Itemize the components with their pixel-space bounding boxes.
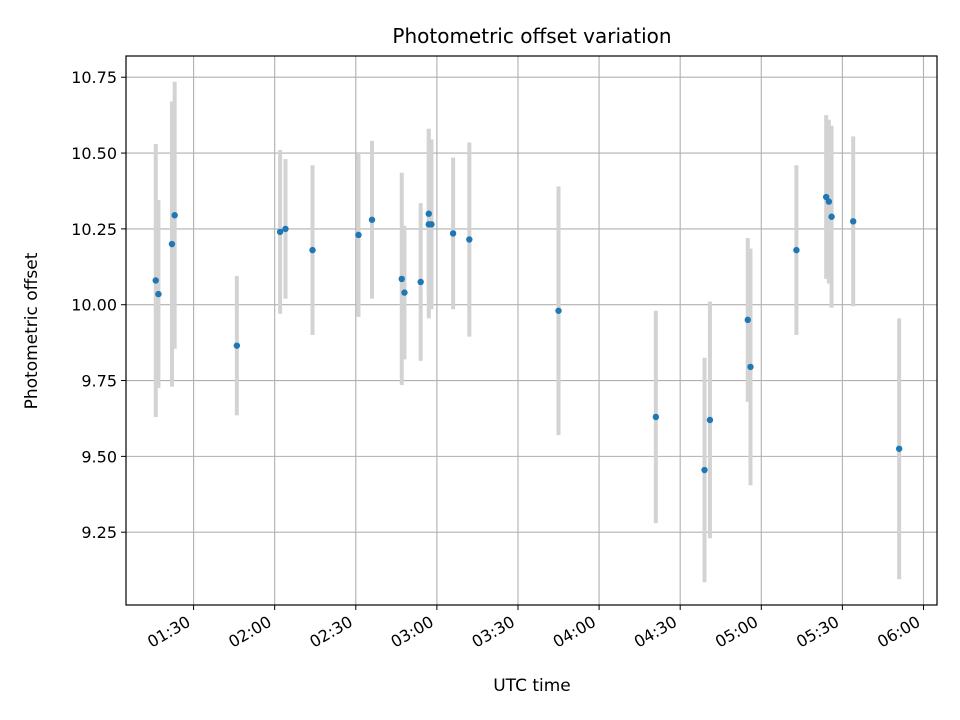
data-point	[401, 289, 408, 296]
data-point	[155, 290, 162, 298]
data-point	[309, 246, 316, 254]
chart-title: Photometric offset variation	[392, 24, 671, 48]
x-tick-label: 03:00	[387, 612, 436, 652]
data-point	[171, 212, 178, 219]
data-point	[152, 277, 159, 284]
y-tick-label: 10.75	[71, 68, 117, 87]
x-tick-label: 04:30	[631, 612, 680, 652]
y-tick-label: 10.00	[71, 296, 117, 315]
y-axis: 9.25 9.50 9.75 10.00 10.25 10.50 10.75	[71, 68, 126, 542]
data-point	[849, 218, 857, 225]
data-point	[555, 307, 562, 314]
data-points	[152, 193, 903, 474]
data-point	[233, 342, 241, 349]
y-tick-label: 9.50	[81, 447, 117, 466]
x-tick-label: 05:30	[793, 612, 842, 652]
x-tick-label: 03:30	[469, 612, 518, 652]
data-point	[368, 216, 376, 223]
data-point	[449, 230, 457, 237]
data-point	[428, 221, 435, 228]
data-point	[793, 246, 800, 254]
data-point	[825, 198, 833, 205]
grid	[126, 56, 937, 605]
data-point	[417, 278, 424, 286]
x-tick-label: 02:30	[306, 612, 355, 652]
error-bars	[153, 81, 902, 583]
x-axis-title: UTC time	[493, 676, 571, 696]
data-point	[168, 240, 176, 248]
x-tick-label: 01:30	[144, 612, 193, 652]
data-point	[706, 416, 714, 424]
y-axis-title: Photometric offset	[22, 252, 42, 409]
y-tick-label: 9.25	[81, 523, 117, 542]
y-tick-label: 10.50	[71, 144, 117, 163]
data-point	[828, 213, 835, 220]
x-tick-label: 02:00	[225, 612, 274, 652]
data-point	[466, 236, 473, 243]
data-point	[398, 275, 405, 283]
data-point	[701, 466, 708, 474]
data-point	[744, 316, 751, 324]
data-point	[895, 445, 903, 452]
x-tick-label: 05:00	[712, 612, 761, 652]
plot-frame	[125, 55, 938, 606]
y-tick-label: 10.25	[71, 220, 117, 239]
data-point	[747, 363, 754, 371]
data-point	[652, 413, 660, 421]
data-point	[282, 225, 289, 233]
x-tick-label: 06:00	[874, 612, 923, 652]
data-point	[425, 210, 432, 217]
x-axis: 01:30 02:00 02:30 03:00 03:30 04:00 04:30 05:00…	[144, 605, 924, 652]
data-point	[355, 231, 362, 239]
data-point	[276, 228, 284, 236]
x-tick-label: 04:00	[550, 612, 599, 652]
y-tick-label: 9.75	[81, 372, 117, 391]
